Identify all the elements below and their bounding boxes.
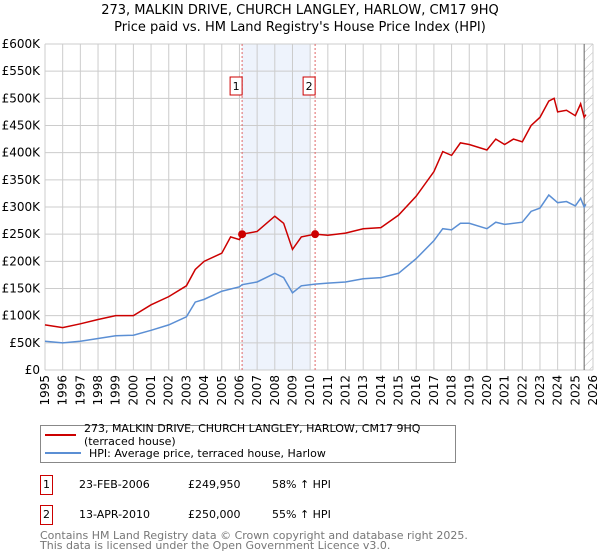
x-tick-label: 2009 xyxy=(285,375,299,406)
x-tick-label: 1996 xyxy=(56,375,70,406)
x-tick-label: 2010 xyxy=(303,375,317,406)
legend-label-hpi: HPI: Average price, terraced house, Harl… xyxy=(89,446,326,460)
footer: Contains HM Land Registry data © Crown c… xyxy=(40,529,468,552)
x-tick-label: 2008 xyxy=(268,375,282,406)
x-tick-label: 2020 xyxy=(480,375,494,406)
x-tick-label: 2015 xyxy=(392,375,406,406)
sale-marker-label: 2 xyxy=(306,80,313,93)
legend-label-property: 273, MALKIN DRIVE, CHURCH LANGLEY, HARLO… xyxy=(83,422,421,448)
blue-line-swatch xyxy=(45,452,81,454)
y-tick-label: £300K xyxy=(2,200,42,214)
y-tick-label: £150K xyxy=(2,282,42,296)
x-tick-label: 2014 xyxy=(374,375,388,406)
price-chart: £0 £50K £100K £150K £200K £250K £300K £350K £400… xyxy=(2,37,600,406)
x-tick-label: 2016 xyxy=(409,375,423,406)
x-tick-label: 2017 xyxy=(427,375,441,406)
transaction-hpi: 55% ↑ HPI xyxy=(272,508,331,521)
footer-copyright: Contains HM Land Registry data © Crown c… xyxy=(40,529,468,542)
x-tick-label: 2025 xyxy=(568,375,582,406)
x-tick-label: 2012 xyxy=(339,375,353,406)
footer-licence: This data is licensed under the Open Gov… xyxy=(40,539,391,552)
x-tick-label: 2022 xyxy=(515,375,529,406)
sale-marker-label: 1 xyxy=(233,80,240,93)
sale-marker-box xyxy=(229,76,243,96)
x-tick-label: 2005 xyxy=(215,375,229,406)
y-tick-label: £50K xyxy=(9,336,41,350)
y-tick-label: £400K xyxy=(2,146,42,160)
y-tick-label: £250K xyxy=(2,227,42,241)
transaction-price: £250,000 xyxy=(188,508,241,521)
sale-point xyxy=(311,230,320,239)
transaction-hpi: 58% ↑ HPI xyxy=(272,478,331,491)
red-line-swatch xyxy=(45,434,76,436)
x-tick-label: 2002 xyxy=(162,375,176,406)
x-tick-label: 2000 xyxy=(126,375,140,406)
marker-badge: 1 xyxy=(40,475,53,495)
x-tick-label: 2003 xyxy=(179,375,193,406)
legend-item-hpi: HPI: Average price, terraced house, Harl… xyxy=(45,445,326,461)
y-tick-label: £350K xyxy=(2,173,42,187)
legend-item-property: 273, MALKIN DRIVE, CHURCH LANGLEY, HARLO… xyxy=(45,422,455,448)
x-tick-label: 1998 xyxy=(91,375,105,406)
x-tick-label: 2018 xyxy=(445,375,459,406)
x-tick-label: 2007 xyxy=(250,375,264,406)
x-tick-label: 2011 xyxy=(321,375,335,406)
x-tick-label: 2021 xyxy=(498,375,512,406)
x-tick-label: 2013 xyxy=(356,375,370,406)
x-tick-label: 2006 xyxy=(232,375,246,406)
x-tick-label: 1997 xyxy=(73,375,87,406)
property-price-line xyxy=(44,97,587,329)
marker-badge: 2 xyxy=(40,505,53,525)
chart-title: 273, MALKIN DRIVE, CHURCH LANGLEY, HARLO… xyxy=(101,3,499,18)
sale-marker-box xyxy=(302,76,316,96)
sale-point xyxy=(238,230,247,239)
x-tick-label: 2024 xyxy=(551,375,565,406)
transaction-price: £249,950 xyxy=(188,478,241,491)
y-tick-label: £450K xyxy=(2,119,42,133)
x-tick-label: 2001 xyxy=(144,375,158,406)
transaction-date: 23-FEB-2006 xyxy=(79,478,150,491)
x-tick-label: 2023 xyxy=(533,375,547,406)
y-tick-label: £0 xyxy=(25,363,40,377)
y-tick-label: £600K xyxy=(2,37,42,51)
y-tick-label: £100K xyxy=(2,309,42,323)
hpi-line xyxy=(44,193,587,344)
legend: 273, MALKIN DRIVE, CHURCH LANGLEY, HARLO… xyxy=(40,422,456,463)
x-tick-label: 2004 xyxy=(197,375,211,406)
transaction-date: 13-APR-2010 xyxy=(79,508,151,521)
chart-subtitle: Price paid vs. HM Land Registry's House … xyxy=(114,20,486,35)
y-tick-label: £200K xyxy=(2,254,42,268)
y-tick-label: £550K xyxy=(2,64,42,78)
x-tick-label: 2019 xyxy=(462,375,476,406)
x-tick-label: 1995 xyxy=(38,375,52,406)
x-tick-label: 2026 xyxy=(586,375,600,406)
x-tick-label: 1999 xyxy=(109,375,123,406)
y-tick-label: £500K xyxy=(2,91,42,105)
